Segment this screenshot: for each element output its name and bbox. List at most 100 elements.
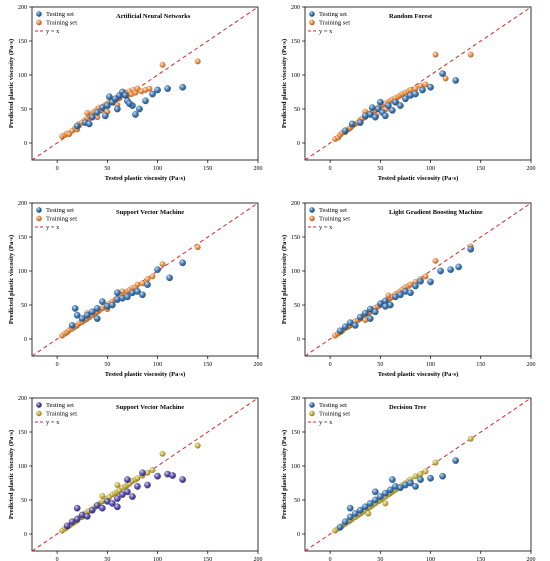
data-point: [154, 472, 161, 480]
legend-label: Training set: [46, 216, 77, 223]
data-point: [166, 274, 173, 282]
subplot-4: 0 50 100 150 200 0 50 100 150 200 Tested plastic v…: [281, 201, 536, 378]
data-area: [305, 398, 531, 551]
data-point: [84, 110, 91, 117]
data-point: [455, 263, 463, 271]
y-axis-label: Predicted plastic viscosity (Pa·s): [281, 430, 288, 519]
data-point: [389, 107, 396, 114]
data-point: [154, 266, 161, 273]
data-point: [164, 85, 171, 92]
data-point: [179, 259, 187, 267]
data-point: [126, 100, 133, 107]
x-tick-label: 150: [203, 166, 212, 172]
data-point: [149, 467, 156, 474]
data-point: [365, 510, 372, 517]
y-tick-label: 200: [291, 396, 300, 402]
y-tick-label: 100: [291, 464, 300, 470]
data-point: [134, 281, 141, 288]
data-point: [467, 51, 474, 58]
data-point: [402, 95, 409, 103]
y-tick-label: 200: [291, 201, 300, 207]
data-point: [98, 298, 106, 305]
legend-label: Training set: [46, 20, 77, 27]
legend-marker: [309, 11, 315, 17]
y-tick-label: 200: [291, 5, 300, 11]
y-tick-label: 50: [294, 303, 300, 309]
data-point: [132, 111, 139, 118]
data-point: [382, 500, 389, 507]
legend-label: Testing set: [319, 11, 347, 18]
y-tick-label: 50: [21, 107, 27, 113]
data-point: [83, 512, 91, 520]
data-point: [346, 513, 354, 521]
data-point: [422, 81, 429, 88]
data-area: [32, 7, 258, 160]
x-tick-label: 200: [254, 166, 263, 172]
data-point: [146, 85, 153, 92]
data-point: [159, 261, 166, 268]
legend-label: Testing set: [46, 207, 74, 214]
data-point: [346, 504, 354, 512]
data-point: [93, 315, 101, 322]
x-tick-label: 50: [104, 362, 110, 368]
data-point: [93, 109, 101, 116]
legend-marker: [36, 215, 42, 222]
data-point: [124, 488, 131, 496]
y-axis-label: Predicted plastic viscosity (Pa·s): [8, 235, 15, 324]
data-point: [382, 489, 389, 497]
subplot-3: 0 50 100 150 200 0 50 100 150 200 Tested plastic v…: [8, 201, 263, 378]
y-tick-label: 100: [18, 269, 27, 275]
y-tick-label: 200: [18, 396, 27, 402]
data-point: [136, 105, 143, 113]
y-tick-label: 50: [21, 303, 27, 309]
data-point: [114, 289, 121, 297]
x-tick-label: 50: [104, 557, 110, 561]
data-point: [105, 93, 113, 101]
x-tick-label: 100: [426, 166, 435, 172]
data-point: [361, 309, 369, 317]
data-point: [371, 308, 379, 316]
y-tick-label: 150: [291, 430, 300, 436]
data-point: [134, 475, 141, 482]
data-point: [78, 315, 86, 322]
data-point: [101, 112, 109, 120]
y-tick-label: 100: [18, 464, 27, 470]
legend-label: y = x: [319, 28, 333, 35]
data-point: [397, 291, 404, 299]
data-point: [124, 476, 131, 483]
data-point: [422, 273, 429, 280]
data-point: [412, 85, 419, 92]
data-point: [194, 244, 201, 251]
data-point: [351, 322, 359, 329]
y-axis-label: Predicted plastic viscosity (Pa·s): [281, 39, 288, 128]
data-point: [88, 506, 96, 514]
data-point: [114, 482, 121, 488]
legend-label: y = x: [46, 419, 60, 426]
data-point: [93, 305, 101, 312]
data-point: [149, 273, 156, 280]
y-tick-label: 100: [291, 269, 300, 275]
legend-label: Testing set: [46, 402, 74, 409]
x-tick-label: 50: [377, 557, 383, 561]
y-axis-label: Predicted plastic viscosity (Pa·s): [281, 235, 288, 324]
data-point: [154, 86, 161, 94]
data-point: [427, 474, 434, 482]
data-point: [83, 311, 91, 319]
data-point: [432, 257, 439, 264]
legend-marker: [36, 410, 42, 417]
data-area: [32, 398, 258, 551]
x-tick-label: 200: [254, 362, 263, 368]
legend-marker: [309, 410, 315, 417]
data-point: [417, 277, 424, 285]
data-point: [109, 500, 116, 507]
data-point: [336, 523, 344, 531]
data-point: [361, 503, 369, 511]
legend-marker: [309, 402, 315, 408]
data-point: [179, 83, 187, 91]
